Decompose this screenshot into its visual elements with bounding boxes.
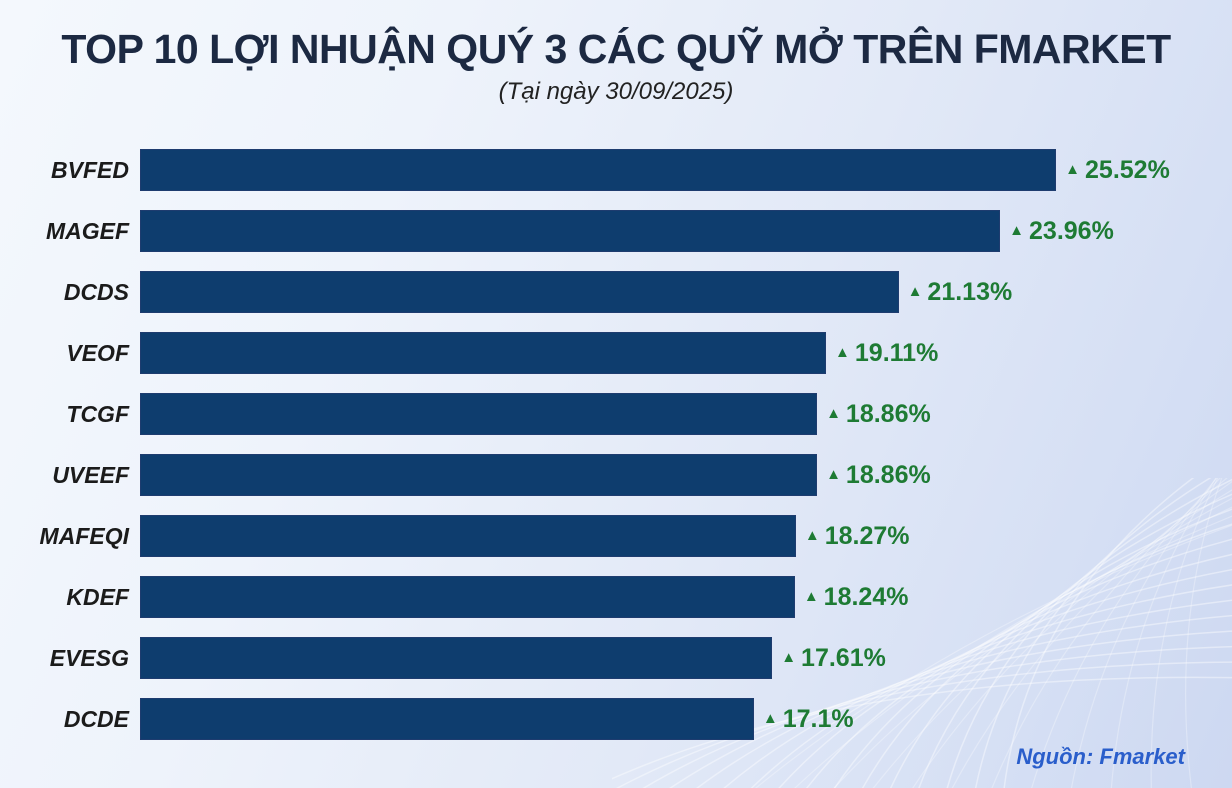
fund-ticker-label: MAGEF xyxy=(45,217,129,244)
bar-value: ▲ 17.61% xyxy=(781,644,886,673)
bar xyxy=(140,332,827,374)
bar xyxy=(140,515,796,557)
chart-row: DCDS ▲ 21.13% xyxy=(0,271,1232,313)
value-text: 17.61% xyxy=(801,643,886,672)
chart-row: VEOF ▲ 19.11% xyxy=(0,332,1232,374)
triangle-up-icon: ▲ xyxy=(781,648,797,666)
header: TOP 10 LỢI NHUẬN QUÝ 3 CÁC QUỸ MỞ TRÊN F… xyxy=(0,0,1232,107)
page-title: TOP 10 LỢI NHUẬN QUÝ 3 CÁC QUỸ MỞ TRÊN F… xyxy=(61,26,1171,72)
bar-track: ▲ 23.96% xyxy=(140,210,1232,252)
bar-track: ▲ 18.27% xyxy=(140,515,1232,557)
bar xyxy=(140,454,818,496)
triangle-up-icon: ▲ xyxy=(1065,160,1081,178)
value-text: 18.86% xyxy=(845,460,931,489)
bar-value: ▲ 19.11% xyxy=(835,339,938,368)
bar-value: ▲ 18.86% xyxy=(826,400,931,429)
bar xyxy=(140,698,754,740)
triangle-up-icon: ▲ xyxy=(826,465,841,483)
bar-track: ▲ 18.24% xyxy=(140,576,1232,618)
bar xyxy=(140,393,818,435)
value-text: 17.1% xyxy=(782,704,854,733)
value-text: 23.96% xyxy=(1029,216,1114,245)
triangle-up-icon: ▲ xyxy=(804,526,820,544)
chart-row: MAFEQI ▲ 18.27% xyxy=(0,515,1232,557)
bar-value: ▲ 25.52% xyxy=(1065,156,1170,185)
source-credit: Nguồn: Fmarket xyxy=(1016,744,1185,769)
triangle-up-icon: ▲ xyxy=(907,282,923,300)
bar-value: ▲ 18.27% xyxy=(805,522,910,551)
fund-ticker-label: BVFED xyxy=(51,156,129,183)
fund-ticker-label: TCGF xyxy=(66,400,129,427)
chart-row: TCGF ▲ 18.86% xyxy=(0,393,1232,435)
bar-track: ▲ 18.86% xyxy=(140,393,1232,435)
fund-ticker-label: DCDE xyxy=(63,705,129,732)
value-text: 18.24% xyxy=(823,582,909,611)
page-subtitle: (Tại ngày 30/09/2025) xyxy=(498,78,734,105)
bar-value: ▲ 18.86% xyxy=(826,461,931,490)
bar xyxy=(140,637,773,679)
value-text: 18.86% xyxy=(845,399,931,428)
chart-row: DCDE ▲ 17.1% xyxy=(0,698,1232,740)
triangle-up-icon: ▲ xyxy=(803,587,819,605)
value-text: 19.11% xyxy=(854,338,939,367)
triangle-up-icon: ▲ xyxy=(835,343,850,361)
chart-row: MAGEF ▲ 23.96% xyxy=(0,210,1232,252)
bar xyxy=(140,210,1001,252)
bar xyxy=(140,576,795,618)
chart-row: KDEF ▲ 18.24% xyxy=(0,576,1232,618)
bar-track: ▲ 21.13% xyxy=(140,271,1232,313)
triangle-up-icon: ▲ xyxy=(1009,221,1025,239)
bar-track: ▲ 17.1% xyxy=(140,698,1232,740)
bar-value: ▲ 21.13% xyxy=(908,278,1013,307)
bar-track: ▲ 25.52% xyxy=(140,149,1232,191)
value-text: 18.27% xyxy=(824,521,910,550)
fund-ticker-label: DCDS xyxy=(63,278,129,305)
triangle-up-icon: ▲ xyxy=(826,404,841,422)
bar-value: ▲ 17.1% xyxy=(763,705,854,734)
fund-ticker-label: EVESG xyxy=(49,644,129,671)
fund-ticker-label: KDEF xyxy=(66,583,129,610)
bar-value: ▲ 23.96% xyxy=(1009,217,1114,246)
chart-row: UVEEF ▲ 18.86% xyxy=(0,454,1232,496)
bar-value: ▲ 18.24% xyxy=(804,583,909,612)
fund-ticker-label: VEOF xyxy=(66,339,129,366)
chart-row: EVESG ▲ 17.61% xyxy=(0,637,1232,679)
triangle-up-icon: ▲ xyxy=(762,709,778,727)
bar-track: ▲ 17.61% xyxy=(140,637,1232,679)
bar xyxy=(140,271,899,313)
value-text: 21.13% xyxy=(927,277,1013,306)
chart-row: BVFED ▲ 25.52% xyxy=(0,149,1232,191)
bar-track: ▲ 19.11% xyxy=(140,332,1232,374)
fund-ticker-label: UVEEF xyxy=(52,461,129,488)
bar-track: ▲ 18.86% xyxy=(140,454,1232,496)
bar xyxy=(140,149,1057,191)
value-text: 25.52% xyxy=(1085,155,1170,184)
fund-ticker-label: MAFEQI xyxy=(39,522,129,549)
bar-chart: BVFED ▲ 25.52% MAGEF ▲ 23.96% DCDS ▲ 21.… xyxy=(0,149,1232,759)
